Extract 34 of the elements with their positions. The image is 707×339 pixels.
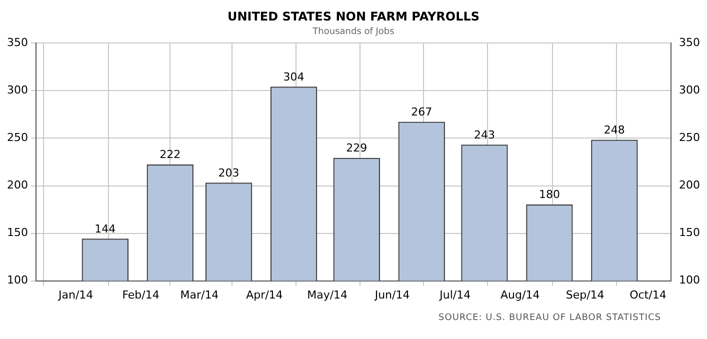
- y2-tick-label: 100: [679, 274, 700, 287]
- x-tick-label: Jul/14: [438, 288, 471, 302]
- x-tick-label: Jun/14: [374, 288, 410, 302]
- data-label: 304: [283, 70, 304, 84]
- x-tick-label: Sep/14: [566, 288, 604, 302]
- y-tick-label: 350: [6, 36, 28, 50]
- data-label: 203: [218, 166, 240, 180]
- x-tick-label: Mar/14: [180, 288, 219, 302]
- x-tick-label: Apr/14: [246, 288, 283, 302]
- data-label: 180: [538, 188, 560, 202]
- y-tick-label: 300: [6, 84, 28, 97]
- data-label: 222: [160, 148, 181, 162]
- data-label: 243: [474, 128, 495, 142]
- data-label: 229: [346, 142, 368, 155]
- x-tick-label: Jan/14: [57, 288, 94, 302]
- x-tick-label: Feb/14: [122, 288, 160, 302]
- y2-tick-label: 200: [679, 178, 700, 192]
- source-note: SOURCE: U.S. BUREAU OF LABOR STATISTICS: [438, 313, 661, 323]
- x-tick-label: Aug/14: [500, 288, 540, 302]
- x-tick-label: May/14: [307, 288, 348, 302]
- y-tick-label: 200: [6, 178, 28, 192]
- y-tick-label: 100: [6, 274, 28, 287]
- y2-tick-label: 250: [679, 131, 700, 144]
- y2-tick-label: 150: [679, 226, 700, 240]
- data-label: 267: [411, 105, 432, 118]
- y-tick-label: 250: [6, 131, 28, 144]
- chart-title: UNITED STATES NON FARM PAYROLLS: [227, 9, 480, 24]
- y2-tick-label: 300: [679, 84, 700, 97]
- data-label: 144: [94, 222, 116, 236]
- x-tick-label: Oct/14: [630, 288, 666, 302]
- y2-tick-label: 350: [679, 36, 700, 50]
- data-label: 248: [604, 124, 625, 136]
- chart-subtitle: Thousands of Jobs: [312, 27, 395, 38]
- y-tick-label: 150: [6, 226, 28, 240]
